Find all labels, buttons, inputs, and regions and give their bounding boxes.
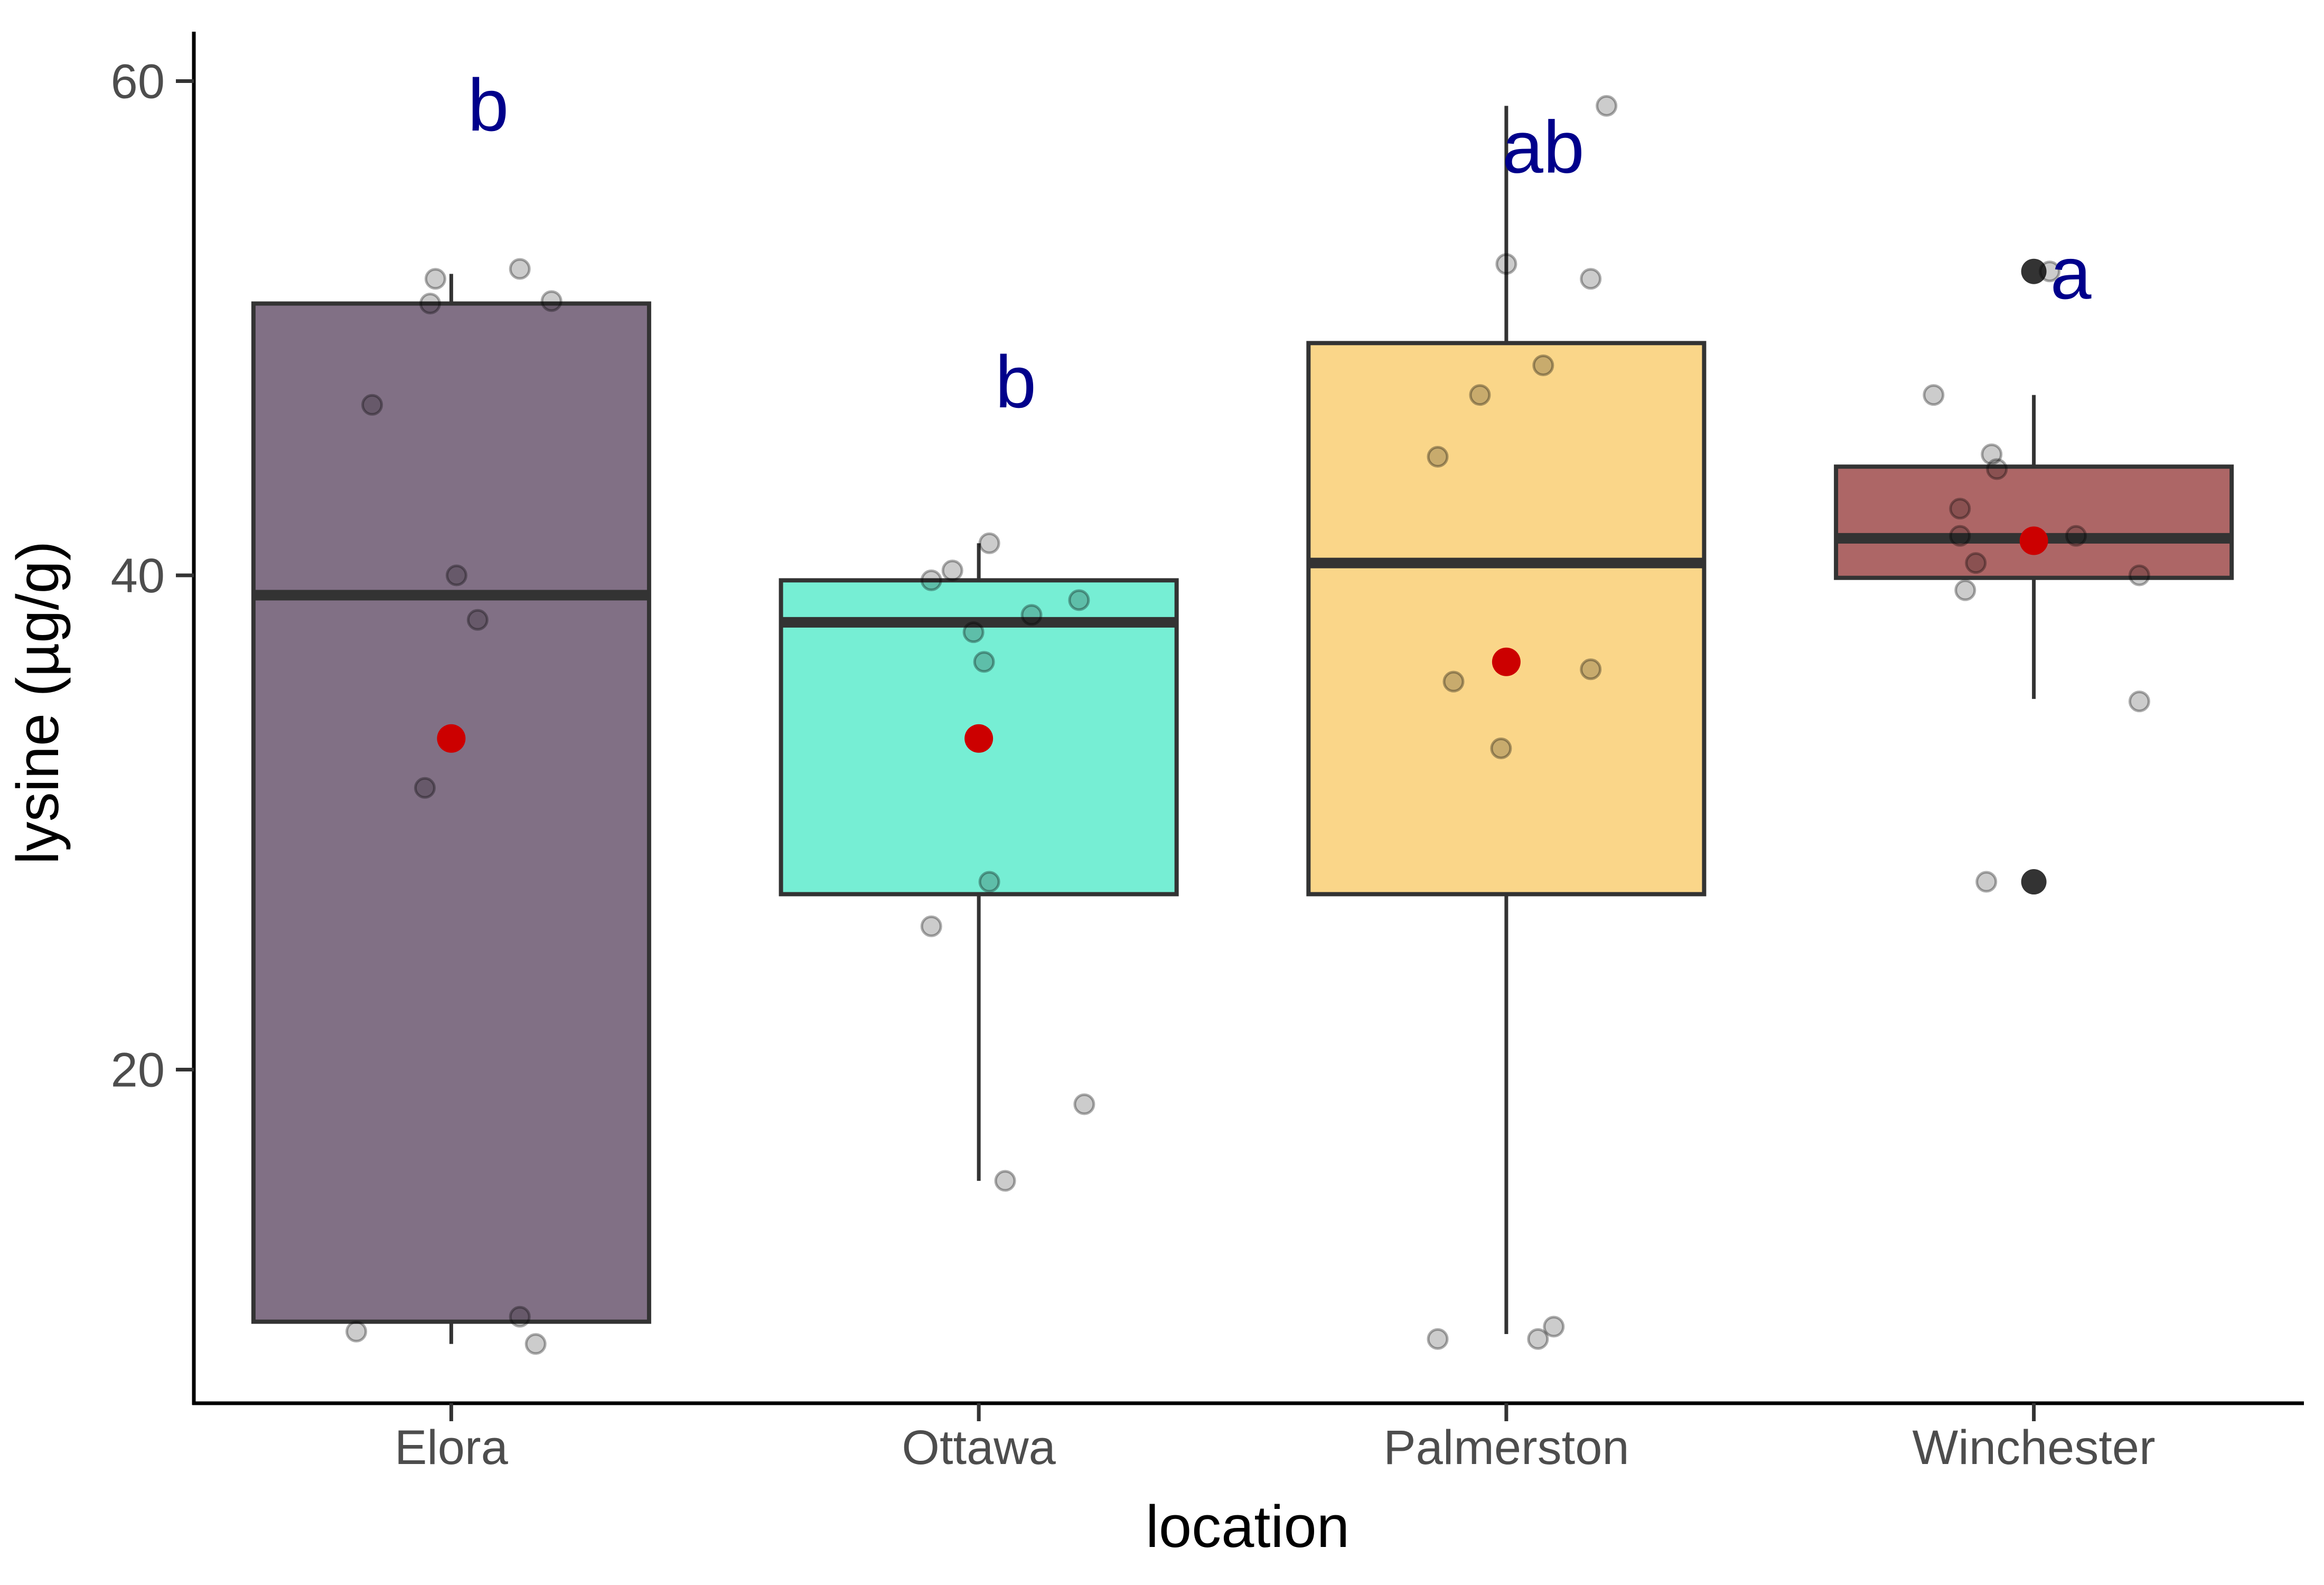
data-point bbox=[424, 268, 446, 290]
outlier-point bbox=[2021, 869, 2047, 895]
data-point bbox=[1981, 443, 2003, 465]
jitter-points-layer bbox=[345, 95, 2150, 1355]
data-point bbox=[1427, 446, 1449, 468]
data-point bbox=[540, 290, 563, 312]
sig-letter-palmerston: ab bbox=[1502, 106, 1585, 189]
sig-letter-ottawa: b bbox=[995, 340, 1036, 423]
data-point bbox=[1580, 658, 1602, 680]
data-point bbox=[419, 293, 441, 315]
data-point bbox=[941, 560, 963, 582]
x-tick-label: Ottawa bbox=[902, 1421, 1056, 1475]
data-point bbox=[2128, 691, 2150, 713]
mean-marker-palmerston bbox=[1492, 647, 1521, 676]
data-point bbox=[1532, 354, 1554, 376]
data-point bbox=[1495, 253, 1517, 275]
y-tick-label: 40 bbox=[111, 549, 165, 603]
box-elora bbox=[251, 301, 651, 1324]
data-point bbox=[524, 1333, 547, 1355]
x-tick-label: Winchester bbox=[1913, 1421, 2156, 1475]
sig-letter-winchester: a bbox=[2050, 231, 2092, 314]
data-point bbox=[2039, 260, 2061, 283]
data-point bbox=[1986, 458, 2008, 480]
mean-marker-elora bbox=[437, 724, 466, 753]
data-point bbox=[920, 915, 942, 937]
data-point bbox=[414, 777, 436, 799]
data-point bbox=[345, 1320, 368, 1342]
data-point bbox=[920, 569, 942, 591]
data-point bbox=[978, 871, 1000, 893]
data-point bbox=[2065, 525, 2087, 547]
y-axis-ticks: 20 40 60 bbox=[111, 55, 194, 1097]
data-point bbox=[1527, 1328, 1549, 1350]
data-point bbox=[361, 394, 383, 416]
mean-markers-layer bbox=[437, 526, 2048, 753]
x-axis-title: location bbox=[1146, 1494, 1350, 1560]
y-tick-label: 20 bbox=[111, 1043, 165, 1097]
significance-letters-layer: b b ab a bbox=[467, 63, 2091, 423]
sig-letter-elora: b bbox=[467, 63, 509, 146]
box-palmerston bbox=[1306, 341, 1707, 897]
data-point bbox=[1923, 384, 1945, 406]
x-tick-label: Palmerston bbox=[1383, 1421, 1629, 1475]
data-point bbox=[445, 564, 467, 586]
data-point bbox=[1442, 670, 1465, 693]
data-point bbox=[1949, 498, 1971, 520]
data-point bbox=[509, 258, 531, 280]
data-point bbox=[1490, 737, 1512, 759]
data-point bbox=[1596, 95, 1618, 117]
data-point bbox=[466, 609, 489, 631]
data-point bbox=[978, 532, 1000, 554]
data-point bbox=[1543, 1316, 1565, 1338]
x-tick-label: Elora bbox=[395, 1421, 509, 1475]
data-point bbox=[1020, 604, 1043, 626]
data-point bbox=[962, 621, 985, 644]
data-point bbox=[1975, 871, 1998, 893]
data-point bbox=[1469, 384, 1491, 406]
x-axis-ticks: Elora Ottawa Palmerston Winchester bbox=[395, 1403, 2156, 1475]
y-axis-title: lysine (µg/g) bbox=[5, 541, 71, 864]
data-point bbox=[1068, 589, 1090, 611]
data-point bbox=[973, 651, 995, 673]
box-winchester bbox=[1834, 464, 2234, 580]
boxes-layer bbox=[251, 106, 2234, 1344]
y-tick-label: 60 bbox=[111, 55, 165, 109]
data-point bbox=[1949, 525, 1971, 547]
data-point bbox=[2128, 564, 2150, 586]
data-point bbox=[1427, 1328, 1449, 1350]
data-point bbox=[1954, 579, 1976, 601]
data-point bbox=[1073, 1093, 1095, 1115]
outlier-point bbox=[2021, 258, 2047, 284]
mean-marker-winchester bbox=[2019, 526, 2048, 555]
data-point bbox=[1580, 268, 1602, 290]
data-point bbox=[994, 1170, 1016, 1192]
mean-marker-ottawa bbox=[964, 724, 994, 753]
data-point bbox=[1965, 552, 1987, 574]
data-point bbox=[509, 1306, 531, 1328]
